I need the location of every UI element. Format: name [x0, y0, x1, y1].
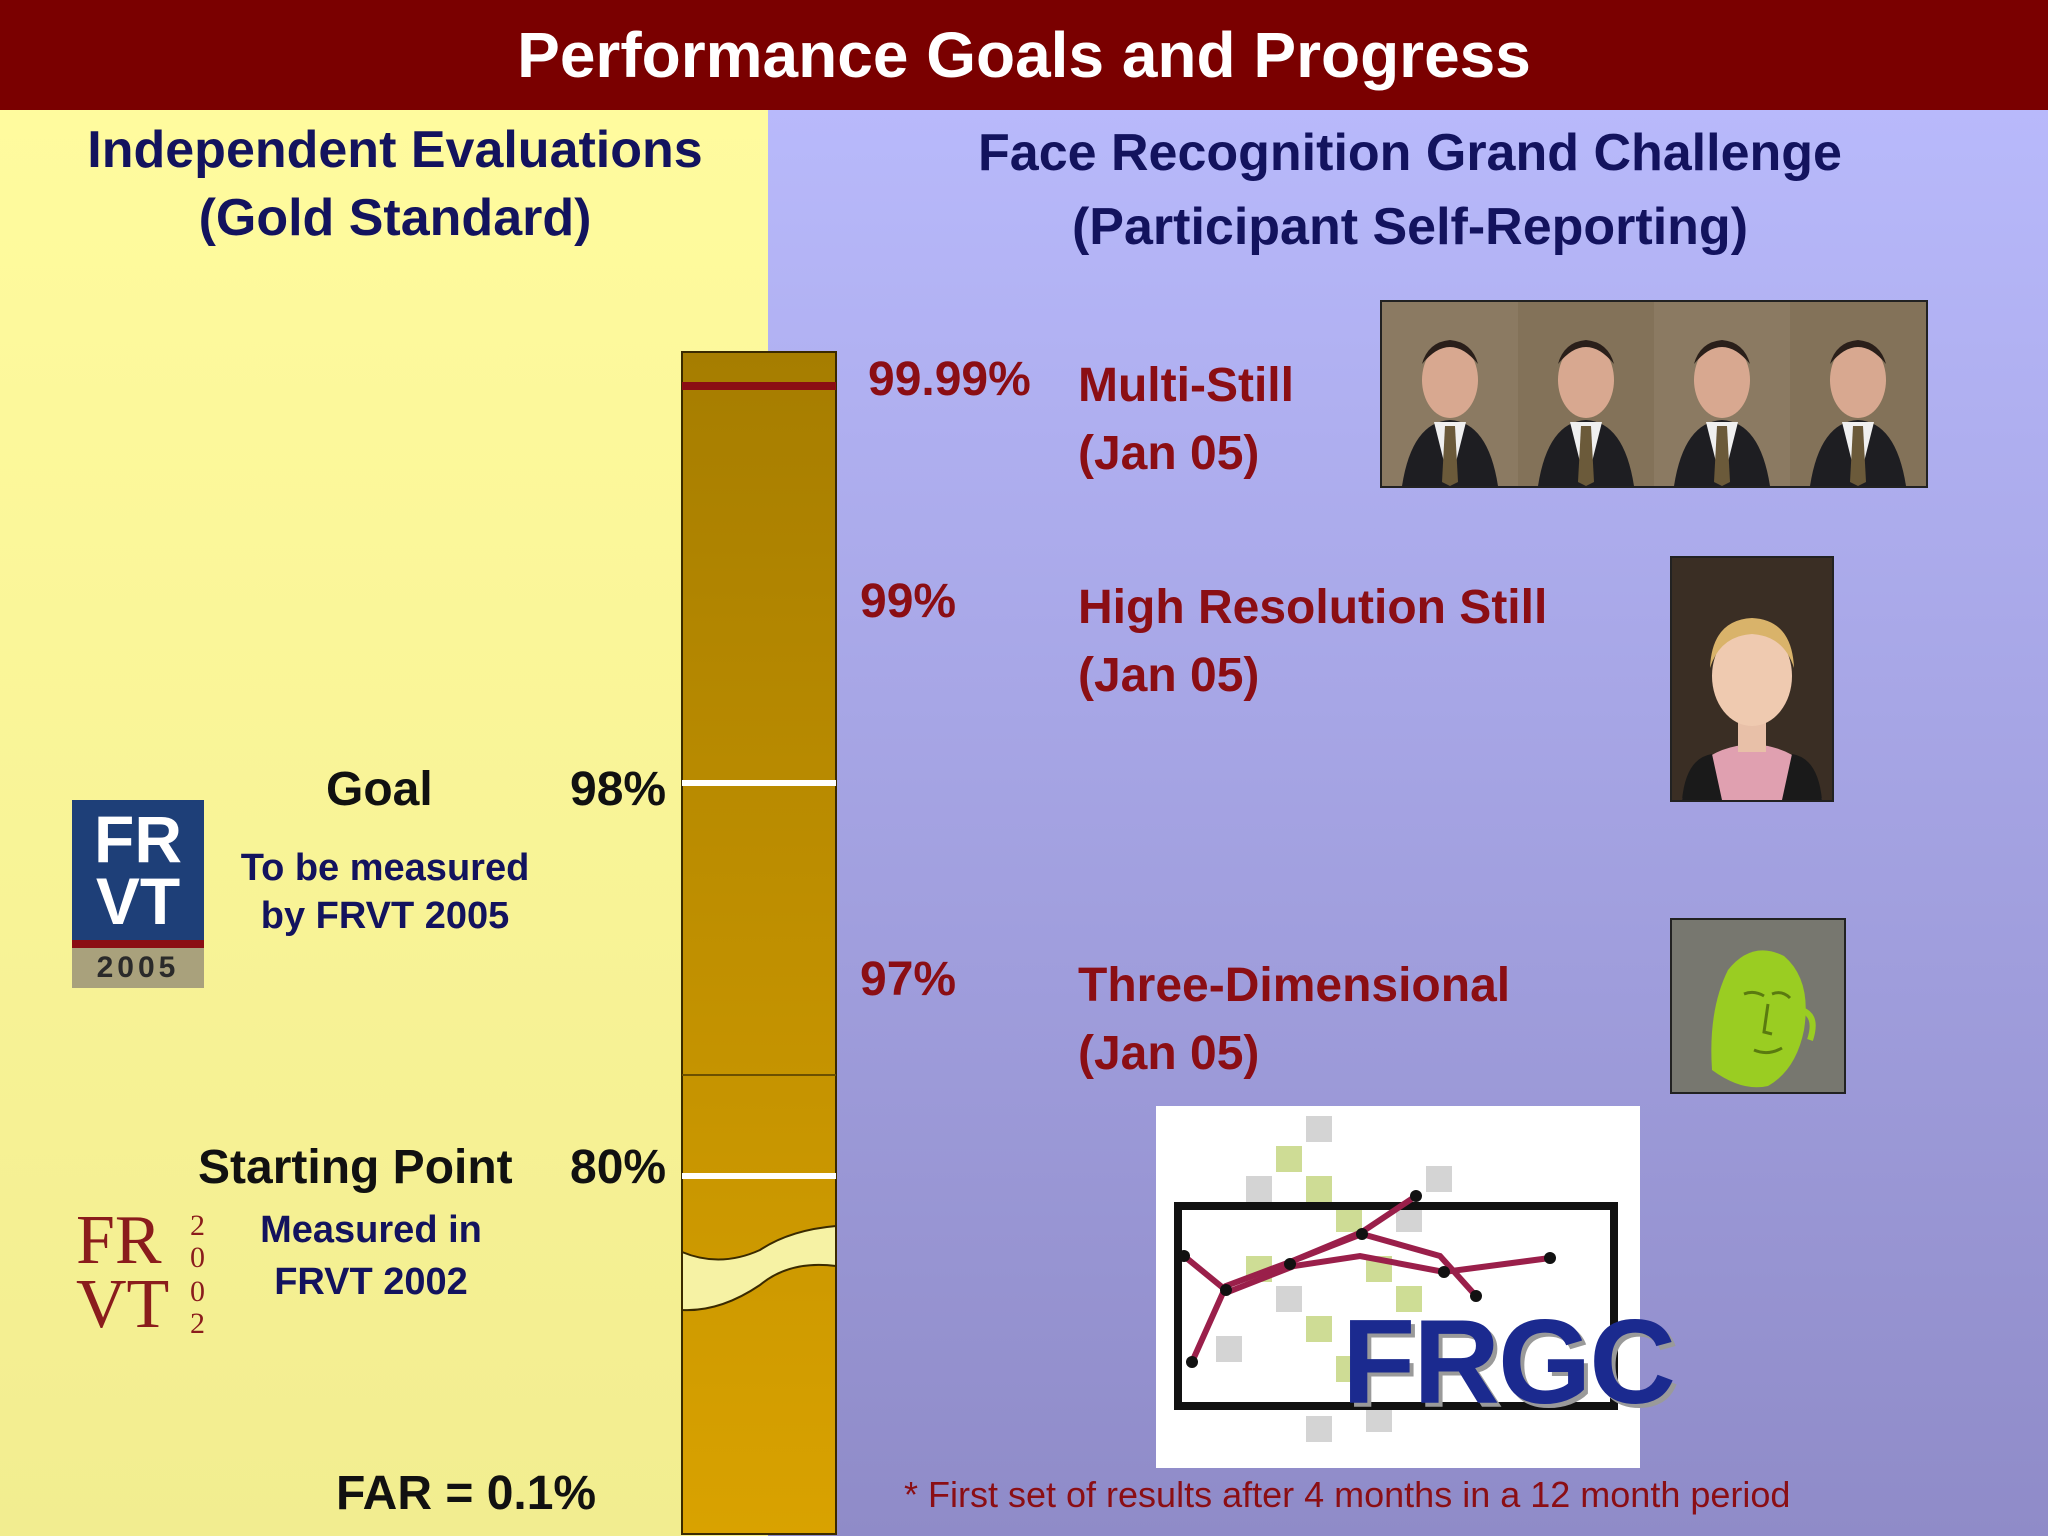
frvt-2002-logo-line2: VT	[76, 1266, 170, 1343]
goal-label: Goal	[326, 763, 433, 816]
frvt-2005-logo-line2: VT	[95, 864, 181, 938]
frvt-2002-logo-line1: FR	[76, 1202, 162, 1279]
frvt-2005-logo-icon: FR VT 2005	[72, 800, 204, 988]
frgc-logo-graphic	[1174, 1116, 1618, 1442]
goal-note: To be measured by FRVT 2005	[220, 844, 550, 940]
frvt-2005-logo-year: 2005	[72, 948, 204, 988]
left-heading-line2: (Gold Standard)	[198, 189, 592, 247]
multi-still-photos	[1380, 300, 1928, 488]
face-photo-icon	[1382, 302, 1926, 486]
3d-face-scan-icon	[1672, 920, 1844, 1092]
frgc-logo-icon: FRGC	[1156, 1106, 1676, 1468]
progress-bar	[681, 351, 837, 1535]
left-heading: Independent Evaluations (Gold Standard)	[30, 116, 760, 252]
result-date-multi-still: (Jan 05)	[1078, 427, 1260, 480]
footnote: * First set of results after 4 months in…	[904, 1474, 1791, 1515]
result-name-multi-still: Multi-Still	[1078, 359, 1294, 412]
frvt-2002-logo-icon: FR VT 20 02	[76, 1206, 226, 1342]
goal-value: 98%	[570, 763, 667, 816]
result-date-high-res: (Jan 05)	[1078, 649, 1260, 702]
slide-title: Performance Goals and Progress	[0, 0, 2048, 110]
start-value: 80%	[570, 1141, 667, 1194]
result-name-3d: Three-Dimensional	[1078, 959, 1511, 1012]
right-heading-line1: Face Recognition Grand Challenge	[978, 124, 1842, 182]
face-photo-icon	[1672, 558, 1832, 800]
result-high-res: High Resolution Still (Jan 05)	[1078, 574, 1547, 710]
goal-note-line1: To be measured	[240, 847, 530, 889]
far-label: FAR = 0.1%	[336, 1467, 597, 1520]
result-date-3d: (Jan 05)	[1078, 1027, 1260, 1080]
left-heading-line1: Independent Evaluations	[87, 121, 703, 179]
result-3d: Three-Dimensional (Jan 05)	[1078, 952, 1510, 1088]
start-note-line2: FRVT 2002	[274, 1261, 468, 1303]
3d-face-scan-image	[1670, 918, 1846, 1094]
frvt-2005-logo-line1: FR	[94, 802, 182, 876]
frgc-logo-text: FRGC	[1342, 1295, 1676, 1429]
start-note-line1: Measured in	[260, 1209, 482, 1251]
result-multi-still: Multi-Still (Jan 05)	[1078, 352, 1294, 488]
high-resolution-photo	[1670, 556, 1834, 802]
frvt-2002-logo-year-bottom: 02	[190, 1275, 205, 1340]
right-heading: Face Recognition Grand Challenge (Partic…	[820, 116, 2000, 264]
goal-note-line2: by FRVT 2005	[260, 895, 510, 937]
right-heading-line2: (Participant Self-Reporting)	[1071, 198, 1749, 256]
result-name-high-res: High Resolution Still	[1078, 581, 1548, 634]
start-note: Measured in FRVT 2002	[236, 1204, 506, 1308]
start-label: Starting Point	[198, 1141, 513, 1194]
result-value-multi-still: 99.99%	[868, 353, 1031, 406]
frvt-2002-logo-year-top: 20	[190, 1209, 205, 1274]
result-value-high-res: 99%	[860, 575, 957, 628]
result-value-3d: 97%	[860, 953, 957, 1006]
